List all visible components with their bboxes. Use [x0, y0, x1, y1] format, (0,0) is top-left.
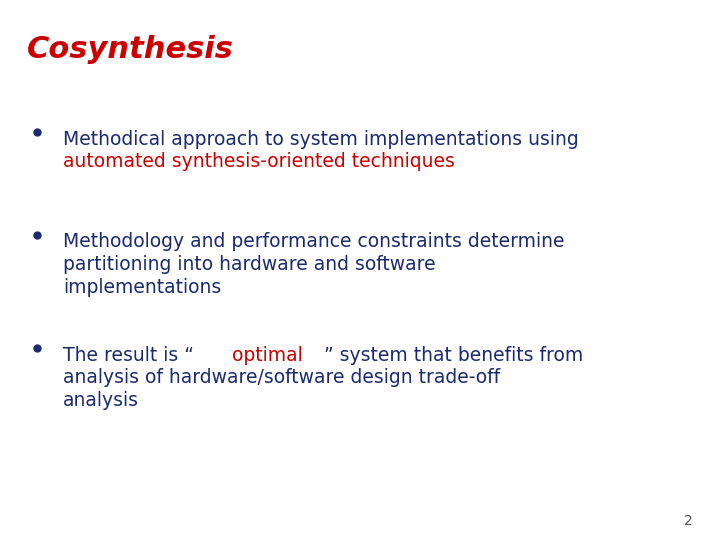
Text: The result is “: The result is “	[63, 346, 194, 365]
Text: analysis of hardware/software design trade-off: analysis of hardware/software design tra…	[63, 368, 500, 387]
Text: Cosynthesis: Cosynthesis	[27, 35, 234, 64]
Text: analysis: analysis	[63, 391, 140, 410]
Text: implementations: implementations	[63, 278, 222, 296]
Text: ” system that benefits from: ” system that benefits from	[323, 346, 582, 365]
Text: Methodical approach to system implementations using: Methodical approach to system implementa…	[63, 130, 579, 148]
Text: automated synthesis-oriented techniques: automated synthesis-oriented techniques	[63, 152, 455, 171]
Text: 2: 2	[684, 514, 693, 528]
Text: Methodology and performance constraints determine: Methodology and performance constraints …	[63, 232, 565, 251]
Text: partitioning into hardware and software: partitioning into hardware and software	[63, 255, 436, 274]
Text: optimal: optimal	[233, 346, 303, 365]
